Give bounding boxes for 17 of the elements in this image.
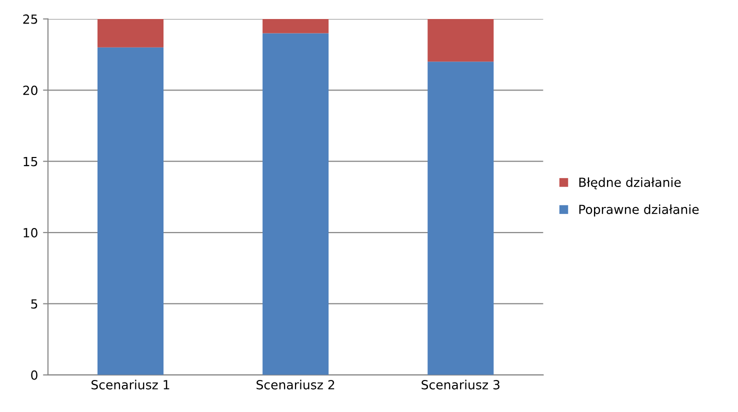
- y-tick-label: 20: [23, 86, 38, 96]
- bar: [262, 33, 329, 375]
- y-tick-label: 0: [31, 370, 38, 380]
- bar: [262, 18, 329, 34]
- bar: [428, 62, 494, 375]
- y-tick-label: 10: [24, 228, 38, 238]
- x-tick-label: Scenariusz 1: [92, 380, 170, 390]
- bar: [97, 18, 164, 48]
- legend-label: Poprawne działanie: [579, 204, 699, 217]
- y-tick-label: 5: [31, 299, 38, 309]
- legend-label: Błędne działanie: [579, 177, 681, 190]
- x-tick-label: Scenariusz 3: [422, 380, 500, 390]
- x-tick-label: Scenariusz 2: [256, 380, 334, 390]
- bar: [428, 18, 494, 62]
- y-tick-label: 15: [24, 156, 38, 166]
- bar: [97, 47, 164, 375]
- y-tick-label: 25: [23, 14, 38, 24]
